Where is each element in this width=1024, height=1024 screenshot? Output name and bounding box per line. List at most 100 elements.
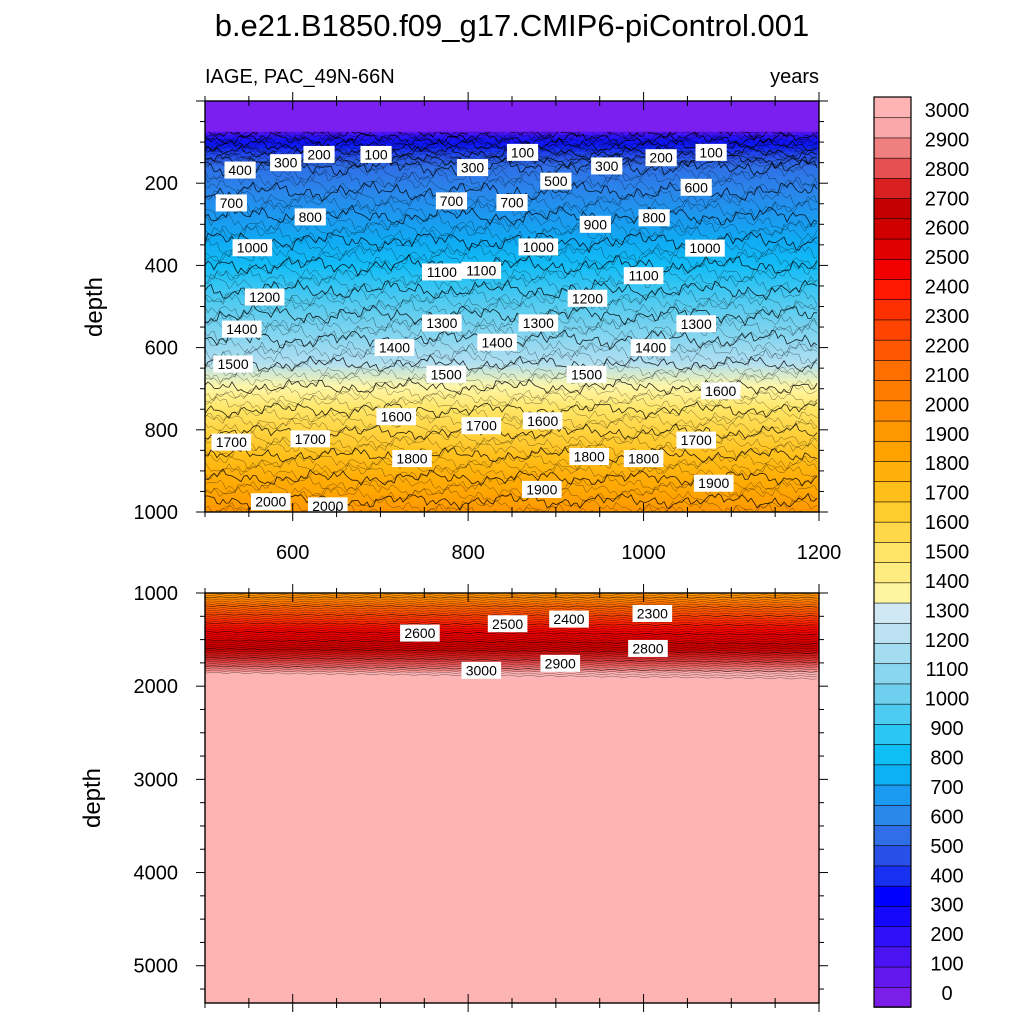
colorbar-label: 2000 <box>925 394 970 416</box>
upper-fill-band <box>205 429 819 434</box>
lower-panel-fill <box>205 593 819 1003</box>
lower-fill-band <box>205 859 819 863</box>
lower-contour-line <box>205 663 818 671</box>
lower-fill-band <box>205 915 819 919</box>
upper-fill-band <box>205 131 819 136</box>
lower-fill-band <box>205 992 819 996</box>
contour-label: 1500 <box>566 365 607 383</box>
upper-contour-line <box>205 278 818 301</box>
contour-label-box <box>506 143 539 161</box>
lower-fill-band <box>205 708 819 712</box>
upper-contour-line <box>205 395 818 414</box>
contour-label: 3000 <box>461 661 502 679</box>
contour-label: 1300 <box>518 314 559 332</box>
colorbar-box <box>873 764 912 786</box>
lower-fill-band <box>205 679 819 684</box>
lower-fill-band <box>205 700 819 704</box>
colorbar-box <box>873 157 912 179</box>
contour-label: 1100 <box>422 263 462 281</box>
lower-fill-band <box>205 995 819 999</box>
contour-label: 1700 <box>461 417 502 435</box>
contour-label-text: 200 <box>649 150 673 166</box>
colorbar-box <box>873 602 912 624</box>
lower-fill-band <box>205 866 819 871</box>
upper-fill-band <box>205 484 819 489</box>
lower-contour-line <box>205 671 818 680</box>
colorbar-label: 2600 <box>925 218 970 240</box>
contour-label: 1800 <box>392 450 432 468</box>
lower-fill-band <box>205 774 819 778</box>
contour-label-text: 1300 <box>681 316 712 332</box>
upper-fill-band <box>205 405 819 410</box>
lower-fill-band <box>205 736 819 740</box>
upper-fill-band <box>205 501 819 506</box>
contour-label: 1600 <box>700 382 741 400</box>
contour-label-text: 300 <box>595 158 619 174</box>
lower-fill-band <box>205 659 819 663</box>
lower-fill-band <box>205 805 819 809</box>
upper-fill-band <box>205 217 819 222</box>
upper-contour-line <box>205 446 818 464</box>
lower-fill-band <box>205 892 819 896</box>
contour-label-text: 1300 <box>426 315 457 331</box>
lower-fill-band <box>205 710 819 714</box>
upper-fill-band <box>205 402 819 407</box>
upper-fill-band <box>205 426 819 431</box>
upper-contour-line <box>205 286 818 308</box>
lower-fill-band <box>205 664 819 668</box>
contour-label-box <box>435 192 468 210</box>
contour-label-box <box>632 605 673 622</box>
colorbar-box <box>873 662 912 685</box>
upper-contour-line <box>205 412 818 431</box>
contour-label: 300 <box>456 159 489 177</box>
lower-fill-band <box>205 856 819 860</box>
upper-contour-line <box>205 217 818 240</box>
lower-contour-line <box>205 600 818 604</box>
lower-fill-band <box>205 872 819 876</box>
lower-fill-band <box>205 610 819 614</box>
lower-fill-band <box>205 807 819 812</box>
lower-fill-band <box>205 677 819 681</box>
lower-fill-band <box>205 749 819 753</box>
lower-fill-band <box>205 641 819 645</box>
lower-fill-band <box>205 787 819 791</box>
upper-fill-band <box>205 374 819 379</box>
colorbar-label: 1900 <box>925 424 970 446</box>
colorbar-box <box>873 582 912 604</box>
lower-fill-band <box>205 741 819 745</box>
colorbar-label: 200 <box>930 924 963 946</box>
contour-label-text: 900 <box>584 216 608 232</box>
upper-contour-line <box>205 354 818 372</box>
contour-label-text: 1800 <box>628 451 659 467</box>
colorbar-label: 0 <box>941 983 952 1005</box>
colorbar-box <box>873 137 912 159</box>
y-tick-label: 600 <box>145 338 178 360</box>
contour-label-box <box>540 654 581 672</box>
colorbar-box <box>873 339 912 361</box>
upper-contour-line <box>205 321 818 343</box>
upper-fill-band <box>205 172 819 177</box>
contour-label-text: 400 <box>228 162 252 178</box>
lower-contour-line <box>205 641 818 648</box>
upper-fill-band <box>205 295 819 301</box>
contour-label-text: 1500 <box>431 366 462 382</box>
contour-label-text: 700 <box>440 193 464 209</box>
lower-fill-band <box>205 987 819 991</box>
x-tick-label: 800 <box>451 542 484 564</box>
lower-contour-line <box>205 656 818 664</box>
upper-fill-band <box>205 364 819 369</box>
lower-fill-band <box>205 690 819 694</box>
upper-fill-band <box>205 265 819 270</box>
chart-title: b.e21.B1850.f09_g17.CMIP6-piControl.001 <box>215 8 810 43</box>
upper-contour-line <box>205 161 818 184</box>
colorbar-box <box>873 480 912 503</box>
lower-fill-band <box>205 961 819 966</box>
contour-label-box <box>522 412 563 430</box>
colorbar-label: 1700 <box>925 483 970 505</box>
colorbar-label: 1200 <box>925 630 970 652</box>
colorbar-box <box>873 501 912 523</box>
x-tick-label: 600 <box>276 542 309 564</box>
contour-label: 1000 <box>232 239 273 257</box>
upper-fill-band <box>205 282 819 287</box>
